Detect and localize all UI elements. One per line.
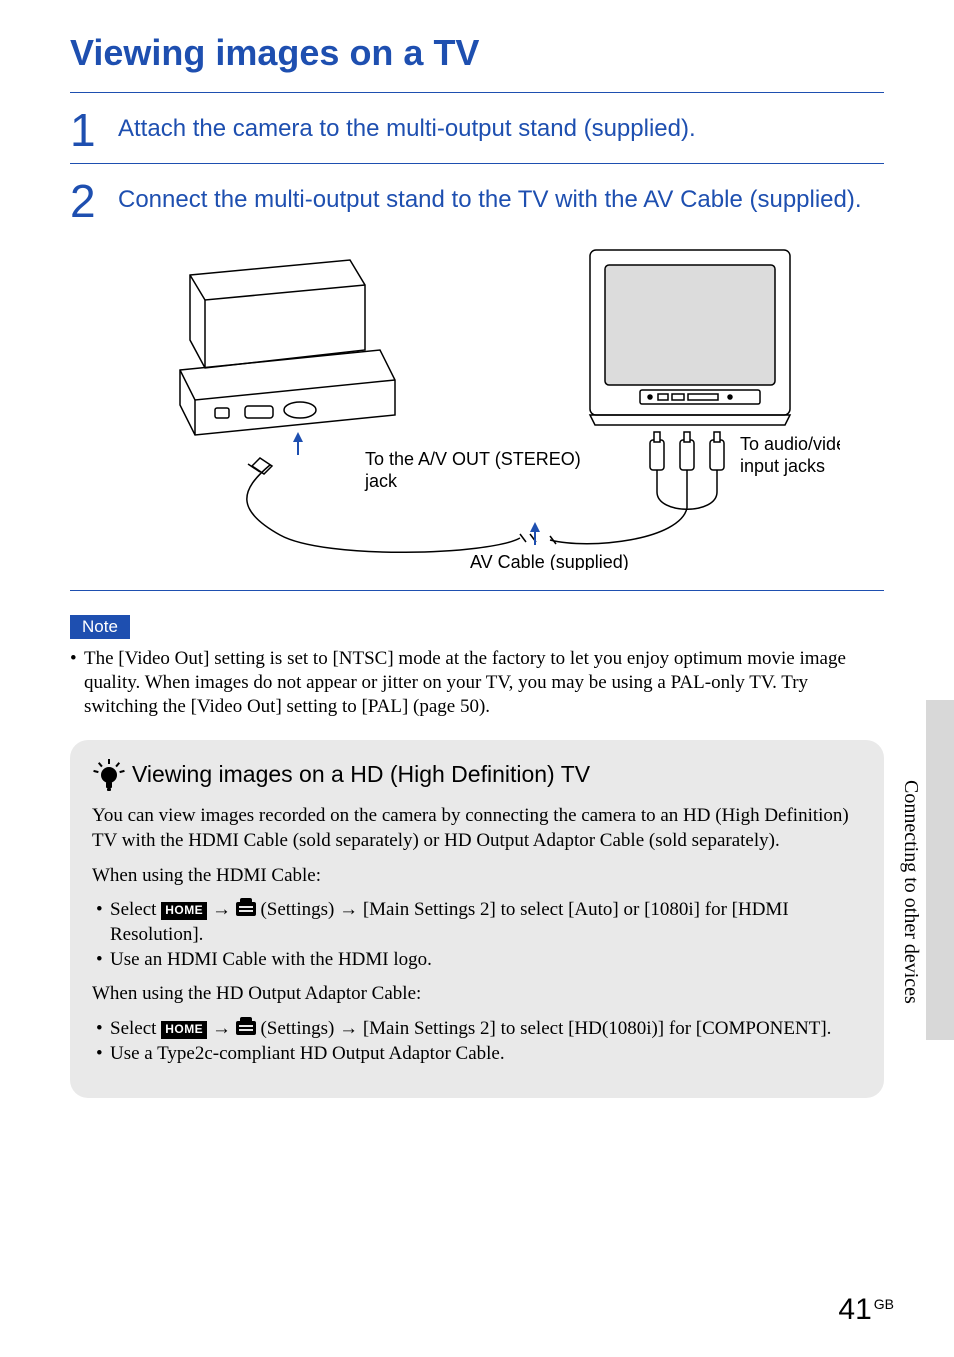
page-number: 41GB <box>838 1293 894 1327</box>
note-body: • The [Video Out] setting is set to [NTS… <box>70 647 884 718</box>
tip-heading: Viewing images on a HD (High Definition)… <box>132 760 590 790</box>
home-icon: HOME <box>161 1021 207 1039</box>
divider <box>70 590 884 591</box>
step-number: 2 <box>70 178 118 224</box>
label-cable: AV Cable (supplied) <box>470 552 629 570</box>
note-tag: Note <box>70 615 130 639</box>
note-text: The [Video Out] setting is set to [NTSC]… <box>84 647 884 718</box>
tip-box: Viewing images on a HD (High Definition)… <box>70 740 884 1098</box>
section-label: Connecting to other devices <box>899 780 922 1004</box>
label-inputs: To audio/video input jacks <box>740 434 840 476</box>
hd-heading: When using the HD Output Adaptor Cable: <box>92 982 862 1007</box>
hdmi-item-2: • Use an HDMI Cable with the HDMI logo. <box>96 948 862 973</box>
hd-item-2: • Use a Type2c-compliant HD Output Adapt… <box>96 1042 862 1067</box>
step-text: Connect the multi-output stand to the TV… <box>118 178 862 216</box>
step-1: 1 Attach the camera to the multi-output … <box>70 93 884 163</box>
hdmi-item-1: • Select HOME → (Settings) → [Main Setti… <box>96 898 862 947</box>
step-number: 1 <box>70 107 118 153</box>
page-title: Viewing images on a TV <box>70 32 884 74</box>
tip-title: Viewing images on a HD (High Definition)… <box>92 758 862 792</box>
label-avout: To the A/V OUT (STEREO) jack <box>364 449 586 491</box>
settings-icon <box>236 1021 256 1035</box>
connection-diagram: To the A/V OUT (STEREO) jack To audio/vi… <box>70 234 884 590</box>
step-2: 2 Connect the multi-output stand to the … <box>70 164 884 234</box>
step-text: Attach the camera to the multi-output st… <box>118 107 696 145</box>
lightbulb-icon <box>92 758 126 792</box>
hd-item-1: • Select HOME → (Settings) → [Main Setti… <box>96 1017 862 1042</box>
home-icon: HOME <box>161 902 207 920</box>
hdmi-heading: When using the HDMI Cable: <box>92 864 862 889</box>
section-tab <box>926 700 954 1040</box>
settings-icon <box>236 902 256 916</box>
tip-intro: You can view images recorded on the came… <box>92 804 862 853</box>
